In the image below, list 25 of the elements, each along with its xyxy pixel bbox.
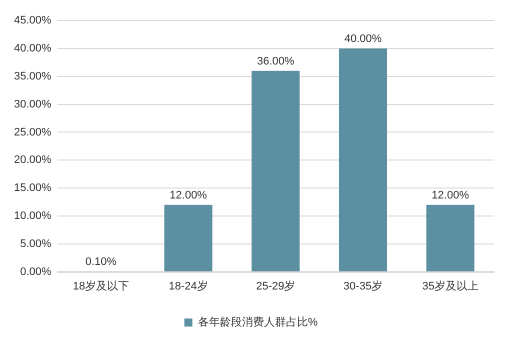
legend-label: 各年龄段消费人群占比% <box>198 316 318 329</box>
bar <box>164 204 212 272</box>
data-label: 36.00% <box>257 55 295 68</box>
y-tick-label: 15.00% <box>14 182 52 194</box>
data-label: 12.00% <box>170 189 208 202</box>
y-tick-label: 40.00% <box>14 42 52 55</box>
data-label: 0.10% <box>85 256 117 268</box>
x-tick-label: 18岁及以下 <box>72 279 130 292</box>
y-tick-label: 10.00% <box>14 210 52 222</box>
x-tick-label: 30-35岁 <box>343 280 383 292</box>
bar <box>252 70 300 272</box>
data-label: 12.00% <box>432 189 470 202</box>
y-tick-label: 0.00% <box>20 266 52 278</box>
y-tick-label: 30.00% <box>14 98 52 110</box>
y-tick-label: 20.00% <box>14 154 52 166</box>
x-tick-label: 18-24岁 <box>168 280 208 292</box>
y-tick-label: 45.00% <box>14 14 52 27</box>
bar <box>426 204 474 272</box>
y-tick-label: 35.00% <box>14 70 52 82</box>
x-tick-label: 25-29岁 <box>256 280 296 292</box>
y-tick-label: 25.00% <box>14 126 52 138</box>
x-tick-label: 35岁及以上 <box>422 279 478 292</box>
y-tick-label: 5.00% <box>20 238 52 250</box>
data-label: 40.00% <box>344 33 382 46</box>
bar <box>338 48 388 272</box>
